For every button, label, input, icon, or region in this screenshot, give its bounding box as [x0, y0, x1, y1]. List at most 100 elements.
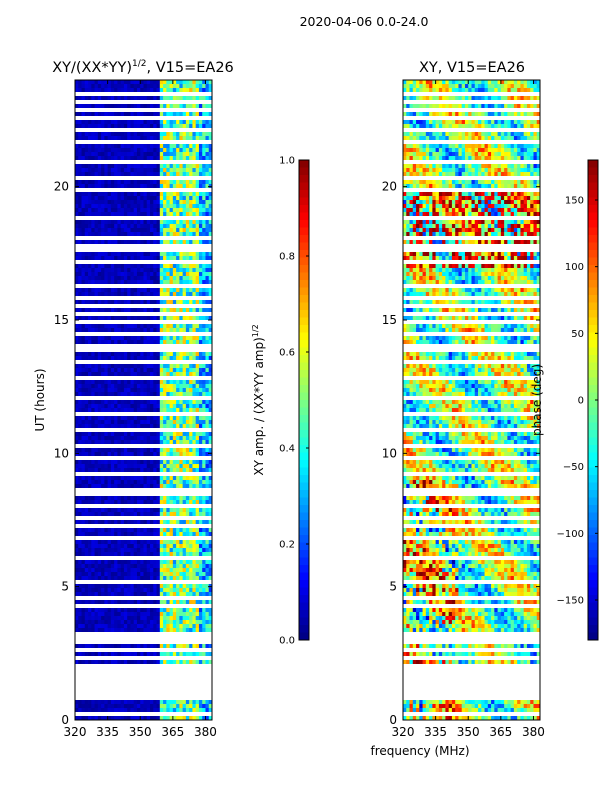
amplitude-cell: [172, 412, 177, 417]
amplitude-cell: [136, 400, 141, 405]
amplitude-cell: [185, 380, 190, 385]
amplitude-cell: [81, 304, 86, 309]
amplitude-cell: [202, 444, 206, 449]
amplitude-cell: [182, 460, 187, 465]
amplitude-cell: [130, 204, 135, 209]
amplitude-cell: [94, 104, 99, 109]
amplitude-cell: [202, 320, 206, 325]
amplitude-cell: [136, 168, 141, 173]
amplitude-cell: [153, 216, 157, 221]
amplitude-cell: [104, 192, 109, 197]
amplitude-cell: [192, 116, 197, 121]
amplitude-cell: [94, 312, 99, 317]
amplitude-cell: [163, 356, 167, 361]
amplitude-cell: [195, 352, 200, 357]
amplitude-cell: [94, 332, 99, 337]
amplitude-cell: [101, 492, 105, 497]
amplitude-cell: [146, 532, 151, 537]
amplitude-cell: [123, 148, 128, 153]
amplitude-cell: [172, 120, 177, 125]
amplitude-cell: [133, 468, 138, 473]
amplitude-cell: [84, 220, 89, 225]
amplitude-cell: [101, 484, 105, 489]
amplitude-cell: [123, 264, 128, 269]
amplitude-cell: [192, 436, 197, 441]
amplitude-cell: [208, 320, 213, 325]
amplitude-cell: [143, 484, 148, 489]
amplitude-cell: [169, 220, 174, 225]
amplitude-cell: [130, 440, 135, 445]
amplitude-cell: [88, 412, 92, 417]
amplitude-cell: [117, 528, 122, 533]
amplitude-cell: [133, 224, 138, 229]
amplitude-cell: [169, 328, 174, 333]
amplitude-cell: [176, 552, 180, 557]
amplitude-cell: [78, 272, 82, 277]
amplitude-cell: [205, 156, 210, 161]
amplitude-cell: [159, 148, 164, 153]
amplitude-cell: [189, 140, 193, 145]
amplitude-cell: [179, 100, 184, 105]
amplitude-cell: [133, 220, 138, 225]
amplitude-cell: [185, 276, 190, 281]
amplitude-cell: [104, 344, 109, 349]
amplitude-cell: [159, 488, 164, 493]
amplitude-cell: [117, 392, 122, 397]
amplitude-cell: [169, 144, 174, 149]
amplitude-cell: [91, 208, 95, 213]
amplitude-cell: [81, 452, 86, 457]
amplitude-cell: [185, 184, 190, 189]
amplitude-cell: [140, 184, 144, 189]
amplitude-cell: [104, 416, 109, 421]
amplitude-cell: [192, 420, 197, 425]
amplitude-cell: [81, 232, 86, 237]
amplitude-cell: [205, 104, 210, 109]
amplitude-cell: [205, 468, 210, 473]
amplitude-cell: [110, 316, 115, 321]
amplitude-cell: [91, 108, 95, 113]
amplitude-cell: [166, 316, 170, 321]
amplitude-cell: [107, 132, 112, 137]
amplitude-cell: [101, 508, 105, 513]
amplitude-cell: [146, 188, 151, 193]
amplitude-cell: [185, 308, 190, 313]
amplitude-cell: [91, 188, 95, 193]
amplitude-cell: [172, 460, 177, 465]
amplitude-cell: [169, 352, 174, 357]
amplitude-cell: [176, 428, 180, 433]
amplitude-cell: [81, 508, 86, 513]
amplitude-cell: [169, 268, 174, 273]
amplitude-cell: [75, 140, 79, 145]
amplitude-cell: [185, 520, 190, 525]
amplitude-cell: [81, 536, 86, 541]
amplitude-cell: [130, 104, 135, 109]
amplitude-cell: [172, 296, 177, 301]
amplitude-cell: [123, 336, 128, 341]
amplitude-cell: [78, 220, 82, 225]
amplitude-cell: [153, 96, 157, 101]
amplitude-cell: [97, 236, 102, 241]
amplitude-cell: [136, 96, 141, 101]
amplitude-cell: [202, 100, 206, 105]
amplitude-cell: [195, 296, 200, 301]
amplitude-cell: [75, 308, 79, 313]
amplitude-cell: [208, 316, 213, 321]
amplitude-cell: [169, 520, 174, 525]
amplitude-cell: [156, 300, 161, 305]
amplitude-cell: [127, 456, 131, 461]
amplitude-cell: [169, 532, 174, 537]
amplitude-cell: [176, 200, 180, 205]
amplitude-cell: [163, 484, 167, 489]
amplitude-cell: [117, 476, 122, 481]
amplitude-cell: [163, 428, 167, 433]
amplitude-cell: [159, 484, 164, 489]
amplitude-cell: [88, 108, 92, 113]
amplitude-cell: [189, 380, 193, 385]
amplitude-cell: [159, 432, 164, 437]
amplitude-cell: [176, 220, 180, 225]
amplitude-cell: [182, 320, 187, 325]
amplitude-cell: [94, 148, 99, 153]
amplitude-cell: [81, 272, 86, 277]
amplitude-cell: [104, 332, 109, 337]
amplitude-cell: [163, 260, 167, 265]
